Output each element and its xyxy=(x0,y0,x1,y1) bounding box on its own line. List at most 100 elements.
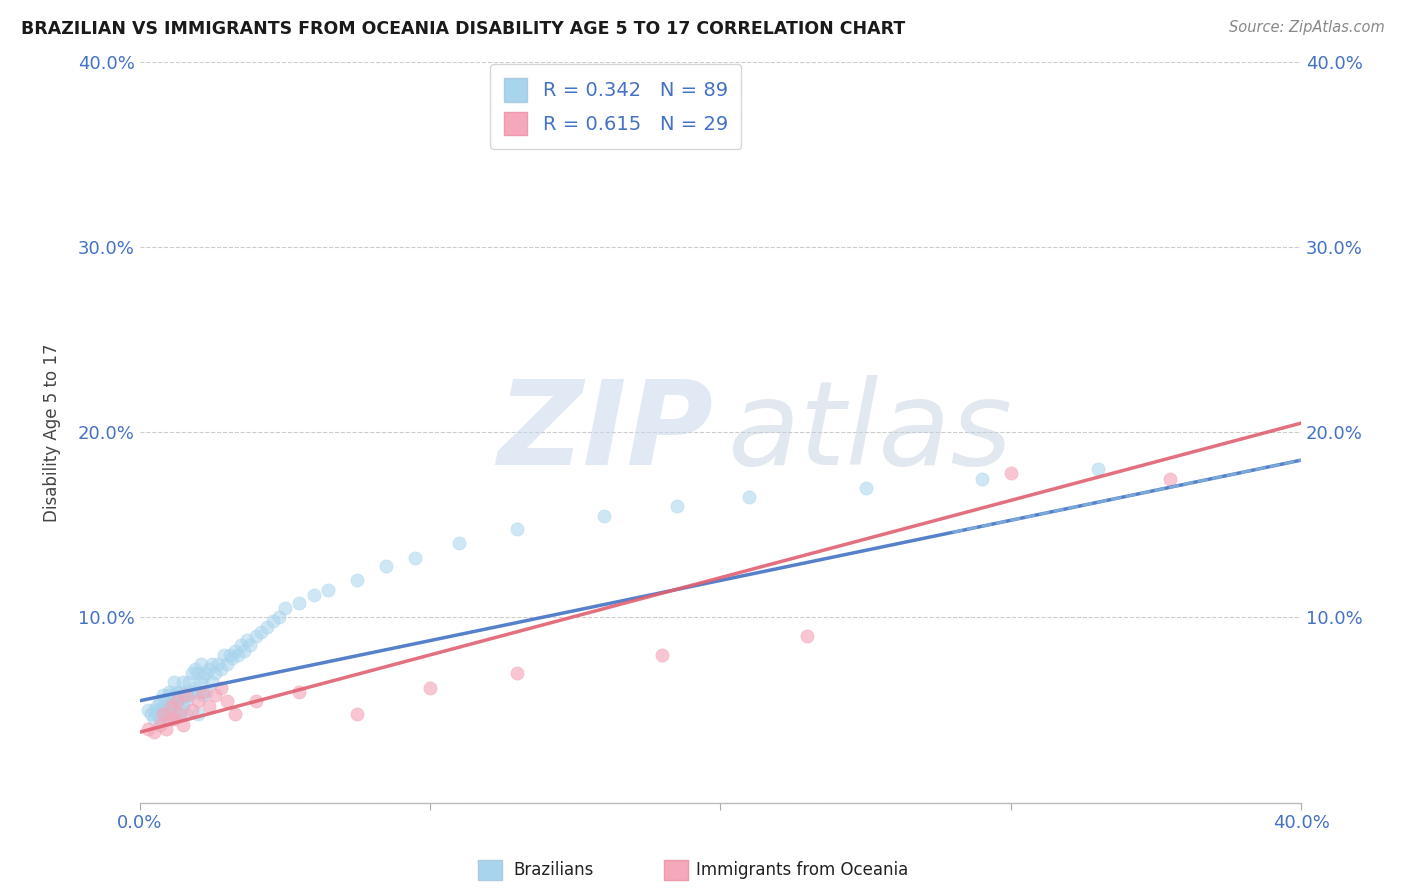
Point xyxy=(187,706,209,721)
Point xyxy=(172,688,194,702)
Point xyxy=(288,684,311,698)
Point xyxy=(136,722,159,736)
Point xyxy=(163,712,186,726)
Point xyxy=(177,675,200,690)
Text: Brazilians: Brazilians xyxy=(513,861,593,879)
Point xyxy=(169,684,191,698)
Point xyxy=(187,684,209,698)
Point xyxy=(375,558,398,573)
Point xyxy=(157,688,180,702)
Point xyxy=(215,657,238,671)
Point xyxy=(166,694,188,708)
Point xyxy=(163,688,186,702)
Point xyxy=(245,694,267,708)
Point xyxy=(226,648,249,662)
Point xyxy=(224,706,246,721)
Point xyxy=(796,629,818,643)
Point xyxy=(172,718,194,732)
Point xyxy=(190,675,212,690)
Point xyxy=(155,712,177,726)
Point xyxy=(172,699,194,714)
Point xyxy=(143,712,166,726)
Point xyxy=(172,675,194,690)
Point xyxy=(157,699,180,714)
Point xyxy=(204,688,226,702)
Point xyxy=(163,699,186,714)
Point xyxy=(262,614,284,628)
Point xyxy=(166,684,188,698)
Point xyxy=(146,699,169,714)
Point xyxy=(157,684,180,698)
Point xyxy=(155,703,177,717)
Point xyxy=(169,706,191,721)
Point xyxy=(160,699,183,714)
Point xyxy=(212,648,235,662)
Point xyxy=(316,582,339,597)
Point xyxy=(447,536,470,550)
Point xyxy=(209,662,232,676)
Point xyxy=(193,670,215,684)
Point xyxy=(183,681,205,695)
Point xyxy=(193,688,215,702)
Point xyxy=(180,703,202,717)
Point xyxy=(163,675,186,690)
Point xyxy=(506,522,529,536)
Point xyxy=(180,684,202,698)
Point xyxy=(404,551,426,566)
Point xyxy=(288,596,311,610)
Point xyxy=(346,574,368,588)
Point xyxy=(236,632,259,647)
Point xyxy=(169,694,191,708)
Legend: R = 0.342   N = 89, R = 0.615   N = 29: R = 0.342 N = 89, R = 0.615 N = 29 xyxy=(491,64,741,149)
Point xyxy=(166,706,188,721)
Point xyxy=(231,638,253,652)
Point xyxy=(1087,462,1109,476)
Point xyxy=(163,706,186,721)
Point xyxy=(193,684,215,698)
Point xyxy=(152,699,174,714)
Point xyxy=(155,694,177,708)
Point xyxy=(198,662,221,676)
Point xyxy=(233,644,256,658)
Point xyxy=(302,588,325,602)
Point xyxy=(195,684,218,698)
Point xyxy=(166,694,188,708)
Point xyxy=(274,601,297,615)
Point xyxy=(152,706,174,721)
Point xyxy=(419,681,441,695)
Point xyxy=(209,681,232,695)
Point xyxy=(207,657,229,671)
Point xyxy=(149,718,172,732)
Point xyxy=(970,472,993,486)
Text: Source: ZipAtlas.com: Source: ZipAtlas.com xyxy=(1229,20,1385,35)
Point xyxy=(139,706,162,721)
Point xyxy=(149,703,172,717)
Point xyxy=(136,703,159,717)
Point xyxy=(256,620,278,634)
Y-axis label: Disability Age 5 to 17: Disability Age 5 to 17 xyxy=(44,343,60,522)
Point xyxy=(152,706,174,721)
Point xyxy=(215,694,238,708)
Point xyxy=(1159,472,1181,486)
Point xyxy=(239,638,262,652)
Point xyxy=(160,694,183,708)
Text: atlas: atlas xyxy=(727,376,1012,490)
Point xyxy=(160,703,183,717)
Point xyxy=(180,666,202,681)
Point xyxy=(174,688,197,702)
Point xyxy=(245,629,267,643)
Point xyxy=(593,508,616,523)
Point xyxy=(201,657,224,671)
Point xyxy=(506,666,529,681)
Point xyxy=(201,675,224,690)
Point xyxy=(190,657,212,671)
Point xyxy=(250,625,273,640)
Point xyxy=(157,712,180,726)
Point xyxy=(224,644,246,658)
Point xyxy=(221,651,243,665)
Point xyxy=(1000,466,1022,480)
Point xyxy=(651,648,673,662)
Point xyxy=(855,481,877,495)
Point xyxy=(143,725,166,739)
Point xyxy=(149,712,172,726)
